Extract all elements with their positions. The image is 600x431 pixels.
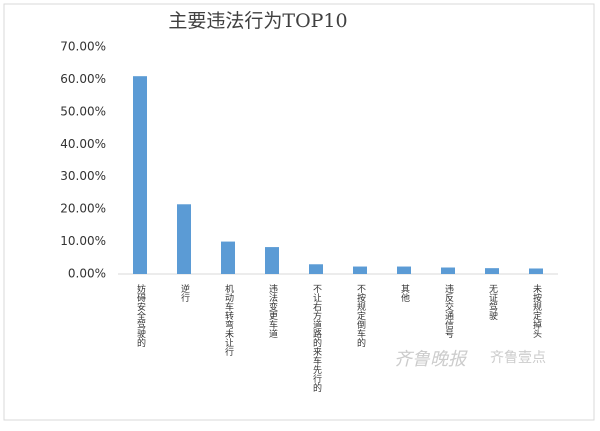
bar	[529, 268, 543, 274]
bar	[221, 241, 235, 274]
y-tick-label: 70.00%	[60, 40, 106, 54]
bar	[133, 76, 147, 274]
y-tick-label: 40.00%	[60, 137, 106, 151]
bar	[353, 266, 367, 274]
y-tick-label: 10.00%	[60, 234, 106, 248]
x-tick-label: 违反交通信号	[443, 284, 454, 339]
bar	[309, 264, 323, 274]
y-tick-label: 0.00%	[68, 267, 106, 281]
chart-frame	[3, 3, 595, 421]
bar	[265, 247, 279, 274]
x-tick-label: 妨碍安全驾驶的	[135, 283, 146, 348]
x-tick-label: 不让右方道路的来车先行的	[311, 284, 322, 393]
x-tick-label: 机动车转弯未让行	[223, 283, 234, 357]
chart-title: 主要违法行为TOP10	[168, 10, 347, 32]
bar	[441, 267, 455, 274]
watermark: 齐鲁晚报	[394, 349, 468, 370]
y-tick-label: 30.00%	[60, 169, 106, 183]
x-tick-label: 不按规定倒车的	[355, 284, 366, 348]
y-tick-label: 20.00%	[60, 202, 106, 216]
y-tick-label: 60.00%	[60, 72, 106, 86]
y-tick-label: 50.00%	[60, 104, 106, 118]
bar	[485, 268, 499, 274]
bar	[177, 204, 191, 274]
x-tick-label: 未按规定掉头	[531, 283, 542, 339]
bar	[397, 266, 411, 274]
x-tick-label: 无证驾驶	[487, 284, 498, 321]
x-tick-label: 违法变更车道	[267, 284, 278, 339]
watermark: 齐鲁壹点	[490, 350, 546, 366]
x-tick-label: 其他	[399, 284, 410, 303]
x-tick-label: 逆行	[179, 283, 190, 303]
